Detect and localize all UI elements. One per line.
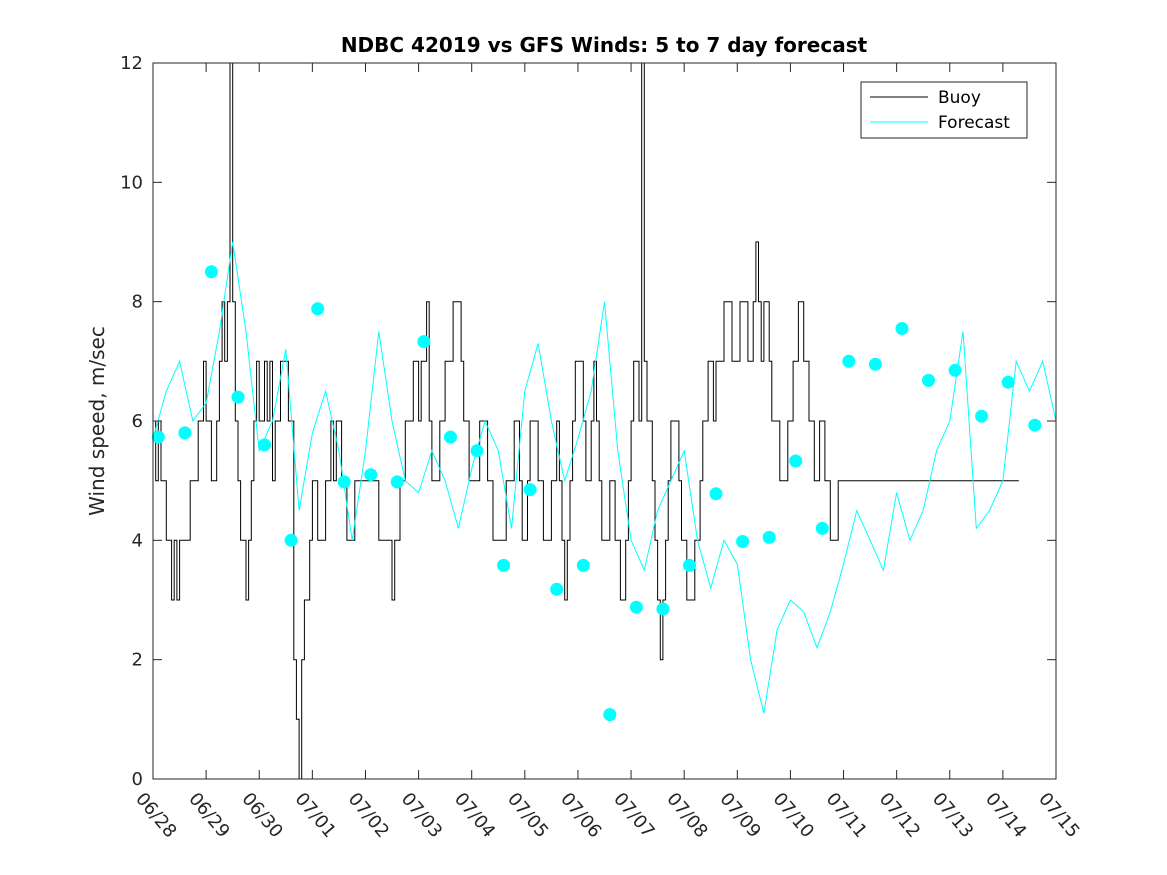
forecast-marker-15 [550, 582, 564, 596]
forecast-marker-16 [576, 558, 590, 572]
forecast-marker-6 [311, 302, 325, 316]
plot-area [151, 62, 1057, 780]
forecast-marker-14 [523, 483, 537, 497]
y-tick-label-0: 0 [132, 769, 143, 790]
forecast-marker-7 [337, 475, 351, 489]
y-tick-label-10: 10 [120, 172, 143, 193]
forecast-marker-0 [151, 430, 165, 444]
y-tick-label-4: 4 [132, 530, 143, 551]
forecast-marker-8 [364, 468, 378, 482]
forecast-marker-30 [948, 363, 962, 377]
y-axis: 0 2 4 6 8 10 12 [120, 53, 1056, 790]
forecast-marker-26 [842, 354, 856, 368]
forecast-marker-10 [417, 335, 431, 349]
forecast-marker-13 [497, 558, 511, 572]
forecast-marker-9 [390, 475, 404, 489]
forecast-marker-29 [922, 373, 935, 387]
forecast-marker-4 [258, 438, 271, 452]
forecast-marker-1 [178, 426, 192, 440]
legend-buoy-label: Buoy [938, 88, 981, 108]
forecast-marker-28 [895, 322, 909, 335]
forecast-marker-33 [1028, 418, 1042, 432]
forecast-marker-25 [815, 521, 829, 535]
legend-box [860, 81, 1028, 139]
forecast-marker-2 [204, 265, 218, 279]
legend-forecast-label: Forecast [938, 113, 1010, 133]
y-tick-label-12: 12 [120, 53, 143, 74]
forecast-marker-11 [444, 430, 457, 444]
y-tick-label-8: 8 [132, 292, 143, 313]
forecast-marker-20 [683, 558, 696, 572]
series-buoy-line [153, 62, 1019, 780]
y-axis-label: Wind speed, m/sec [85, 326, 109, 516]
forecast-marker-19 [656, 602, 670, 616]
forecast-marker-18 [629, 600, 643, 614]
forecast-marker-12 [470, 444, 484, 458]
legend: Buoy Forecast [860, 81, 1028, 139]
forecast-marker-24 [789, 454, 803, 468]
forecast-marker-32 [1001, 375, 1015, 389]
chart-title: NDBC 42019 vs GFS Winds: 5 to 7 day fore… [341, 33, 868, 57]
forecast-marker-23 [762, 530, 776, 544]
forecast-marker-31 [975, 409, 989, 423]
forecast-marker-5 [284, 533, 298, 547]
forecast-marker-22 [736, 535, 750, 548]
series-forecast-line [152, 241, 1057, 714]
y-tick-label-6: 6 [132, 411, 143, 432]
forecast-marker-17 [603, 708, 617, 722]
forecast-marker-27 [868, 357, 882, 371]
forecast-marker-21 [709, 487, 723, 501]
y-tick-label-2: 2 [132, 650, 143, 671]
forecast-marker-3 [231, 390, 245, 404]
